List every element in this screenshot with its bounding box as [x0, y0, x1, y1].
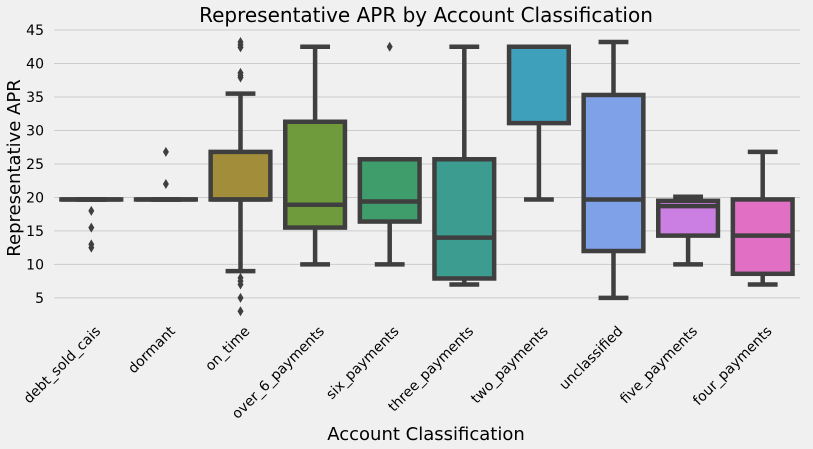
- box-two_payments: [506, 44, 571, 202]
- box-dormant: [133, 146, 198, 202]
- y-tick-label-35: 35: [26, 90, 44, 106]
- y-tick-label-15: 15: [26, 224, 44, 240]
- flier-on_time-8: [237, 279, 244, 290]
- box-body-unclassified: [581, 92, 646, 254]
- flier-debt_sold_cais-3: [88, 242, 95, 253]
- box-three_payments: [432, 44, 497, 287]
- flier-dormant-0: [162, 146, 169, 157]
- y-tick-label-5: 5: [35, 291, 44, 307]
- boxes: [59, 37, 795, 317]
- box-four_payments: [730, 149, 795, 287]
- box-body-on_time: [208, 149, 273, 202]
- flier-on_time-10: [237, 306, 244, 317]
- flier-six_payments-0: [386, 41, 393, 52]
- x-tick-label-five_payments: five_payments: [617, 324, 701, 408]
- box-on_time: [208, 37, 273, 317]
- y-tick-label-25: 25: [26, 157, 44, 173]
- y-tick-label-45: 45: [26, 23, 44, 39]
- box-unclassified: [581, 39, 646, 301]
- x-tick-label-dormant: dormant: [125, 323, 179, 377]
- flier-on_time-5: [237, 72, 244, 83]
- flier-dormant-1: [162, 179, 169, 190]
- flier-on_time-9: [237, 292, 244, 303]
- y-tick-label-10: 10: [26, 257, 44, 273]
- box-body-over_6_payments: [283, 119, 348, 230]
- x-tick-label-four_payments: four_payments: [690, 324, 775, 409]
- y-tick-label-40: 40: [26, 56, 44, 72]
- x-axis-label: Account Classification: [327, 424, 525, 445]
- x-tick-label-debt_sold_cais: debt_sold_cais: [21, 324, 104, 407]
- y-tick-label-20: 20: [26, 190, 44, 206]
- flier-debt_sold_cais-1: [88, 222, 95, 233]
- box-body-three_payments: [432, 157, 497, 281]
- x-tick-label-unclassified: unclassified: [557, 324, 627, 394]
- flier-debt_sold_cais-0: [88, 205, 95, 216]
- box-debt_sold_cais: [59, 197, 124, 253]
- flier-on_time-2: [237, 42, 244, 53]
- y-axis-label: Representative APR: [4, 79, 25, 256]
- box-five_payments: [656, 194, 721, 267]
- box-over_6_payments: [283, 44, 348, 267]
- y-tick-label-30: 30: [26, 123, 44, 139]
- x-tick-label-on_time: on_time: [202, 324, 253, 375]
- x-tick-label-six_payments: six_payments: [323, 324, 402, 403]
- x-tick-label-two_payments: two_payments: [468, 324, 552, 408]
- box-six_payments: [357, 41, 422, 267]
- y-tick-labels: 5 10 15 20 25 30 35 40 45: [26, 23, 44, 307]
- chart-title: Representative APR by Account Classifica…: [199, 3, 653, 27]
- box-body-six_payments: [357, 157, 422, 224]
- box-body-two_payments: [506, 44, 571, 126]
- x-tick-labels: debt_sold_cais dormant on_timeover_6_payme…: [21, 323, 776, 422]
